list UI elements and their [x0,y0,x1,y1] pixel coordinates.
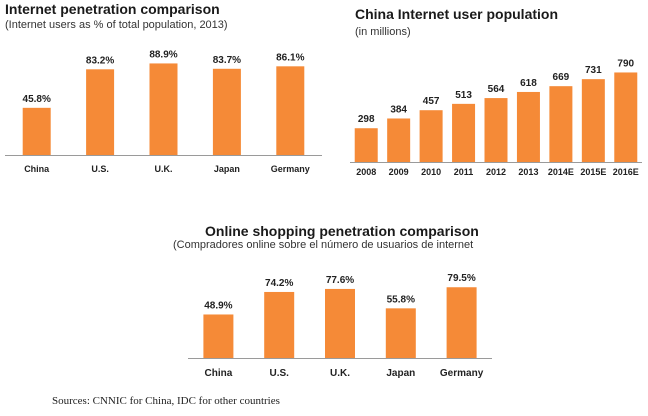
c3-category-label: U.S. [269,368,289,379]
c2-bar [484,98,508,162]
c1-category-label: U.K. [155,164,173,174]
c3-value-label: 79.5% [447,273,475,284]
chart3-title: Online shopping penetration comparison [205,223,479,239]
c2-value-label: 298 [358,114,375,125]
c2-category-label: 2011 [454,167,474,177]
c3-category-label: U.K. [330,368,350,379]
c2-category-label: 2008 [356,167,376,177]
c3-bar [325,288,355,358]
c2-bar [614,72,638,162]
chart1-subtitle: (Internet users as % of total population… [5,19,228,31]
c3-value-label: 48.9% [204,300,232,311]
c3-value-label: 77.6% [326,275,354,286]
chart1-title: Internet penetration comparison [5,1,220,17]
c2-bar [419,110,443,162]
c3-value-label: 55.8% [387,294,415,305]
c3-category-label: Germany [440,368,484,379]
c2-category-label: 2009 [389,167,409,177]
c1-value-label: 83.2% [86,55,114,66]
c1-category-label: China [24,164,50,174]
c2-bar [516,91,540,162]
c2-bar [581,79,605,162]
c1-value-label: 45.8% [23,94,51,105]
c3-bar [203,314,234,358]
c2-bar [452,103,476,162]
c2-value-label: 618 [520,78,537,89]
c2-bar [387,118,411,162]
sources-note: Sources: CNNIC for China, IDC for other … [52,395,280,407]
c2-value-label: 731 [585,65,602,76]
c3-category-label: China [205,368,233,379]
c2-value-label: 564 [488,84,505,95]
c2-value-label: 513 [455,90,472,101]
c2-value-label: 457 [423,96,440,107]
c1-bar [22,107,51,155]
c2-category-label: 2015E [580,167,606,177]
c3-category-label: Japan [386,368,415,379]
chart3-subtitle: (Compradores online sobre el número de u… [173,239,474,251]
c1-category-label: Germany [271,164,310,174]
c1-value-label: 86.1% [276,52,304,63]
chart2-subtitle: (in millions) [355,26,411,38]
c2-bar [354,128,378,162]
c2-category-label: 2010 [421,167,441,177]
c2-category-label: 2014E [548,167,574,177]
c1-bar [212,68,241,155]
c2-category-label: 2013 [518,167,538,177]
c3-bar [385,308,416,358]
c2-value-label: 669 [553,72,570,83]
c3-bar [264,291,295,358]
c1-bar [276,66,305,155]
c1-value-label: 88.9% [149,49,177,60]
c1-category-label: Japan [214,164,240,174]
c2-bar [549,86,573,162]
c3-value-label: 74.2% [265,278,293,289]
c2-category-label: 2016E [613,167,639,177]
c2-value-label: 790 [617,58,634,69]
c1-value-label: 83.7% [213,55,241,66]
c1-category-label: U.S. [91,164,109,174]
c2-category-label: 2012 [486,167,506,177]
c3-bar [446,287,477,358]
c1-bar [149,63,178,155]
chart2-title: China Internet user population [355,6,559,22]
c2-value-label: 384 [390,104,407,115]
c1-bar [86,69,115,155]
